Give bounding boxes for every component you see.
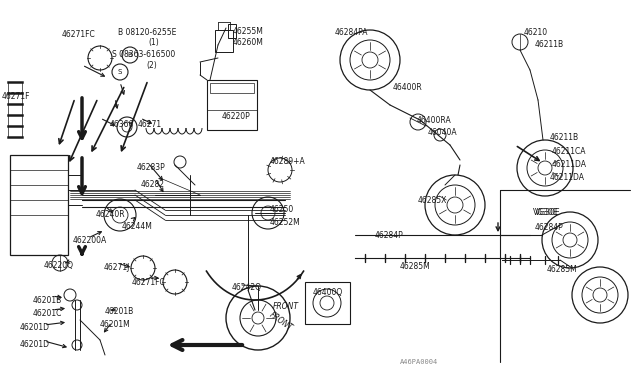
Text: 46220P: 46220P: [222, 112, 251, 121]
Text: 46210: 46210: [524, 28, 548, 37]
Text: 46255M: 46255M: [233, 27, 264, 36]
Text: S 08363-616500: S 08363-616500: [112, 50, 175, 59]
Text: 46211DA: 46211DA: [552, 160, 587, 169]
Text: 46211CA: 46211CA: [552, 147, 586, 156]
Text: 46220Q: 46220Q: [44, 261, 74, 270]
Text: B: B: [127, 52, 132, 58]
Text: 462200A: 462200A: [73, 236, 108, 245]
Text: FRONT: FRONT: [268, 310, 294, 332]
Text: S: S: [118, 69, 122, 75]
Text: 46289+A: 46289+A: [270, 157, 306, 166]
Text: 46211B: 46211B: [535, 40, 564, 49]
Text: 46201C: 46201C: [33, 309, 62, 318]
Text: 46285M: 46285M: [547, 265, 578, 274]
Text: 46271F: 46271F: [2, 92, 31, 101]
Text: 46283P: 46283P: [137, 163, 166, 172]
Text: 46244M: 46244M: [122, 222, 153, 231]
Text: VG30E: VG30E: [533, 208, 559, 217]
Text: 46284P: 46284P: [375, 231, 404, 240]
Text: FRONT: FRONT: [273, 302, 299, 311]
Text: 46285X: 46285X: [418, 196, 447, 205]
Text: 46201B: 46201B: [33, 296, 62, 305]
Text: 46271FC: 46271FC: [62, 30, 96, 39]
Bar: [207, 80, 257, 130]
Text: 46201B: 46201B: [105, 307, 134, 316]
Text: 46201M: 46201M: [100, 320, 131, 329]
Text: 46271FC: 46271FC: [132, 278, 166, 287]
Bar: [210, 83, 254, 93]
Text: 46252M: 46252M: [270, 218, 301, 227]
Text: 46240R: 46240R: [96, 210, 125, 219]
Text: 46284PA: 46284PA: [335, 28, 369, 37]
Text: 46040A: 46040A: [428, 128, 458, 137]
Text: 46250: 46250: [270, 205, 294, 214]
Text: 46211DA: 46211DA: [550, 173, 585, 182]
Text: B 08120-6255E: B 08120-6255E: [118, 28, 177, 37]
Text: 46242Q: 46242Q: [232, 283, 262, 292]
Text: 46211B: 46211B: [550, 133, 579, 142]
Text: (2): (2): [146, 61, 157, 70]
Text: 46282: 46282: [141, 180, 165, 189]
Text: 46366: 46366: [110, 120, 134, 129]
Text: (1): (1): [148, 38, 159, 47]
Bar: [305, 282, 350, 324]
Text: 46260M: 46260M: [233, 38, 264, 47]
Text: 46201D: 46201D: [20, 340, 50, 349]
Text: A46PA0004: A46PA0004: [400, 359, 438, 365]
Text: VG30E: VG30E: [535, 208, 561, 217]
Text: 46201D: 46201D: [20, 323, 50, 332]
Text: 46400R: 46400R: [393, 83, 423, 92]
Bar: [10, 155, 68, 255]
Text: 46400RA: 46400RA: [417, 116, 452, 125]
Text: 46271: 46271: [138, 120, 162, 129]
Bar: [228, 24, 236, 38]
Text: 46285M: 46285M: [400, 262, 431, 271]
Text: 46284P: 46284P: [535, 223, 564, 232]
Bar: [215, 30, 233, 52]
Text: 46400Q: 46400Q: [313, 288, 343, 297]
Text: 46271J: 46271J: [104, 263, 131, 272]
